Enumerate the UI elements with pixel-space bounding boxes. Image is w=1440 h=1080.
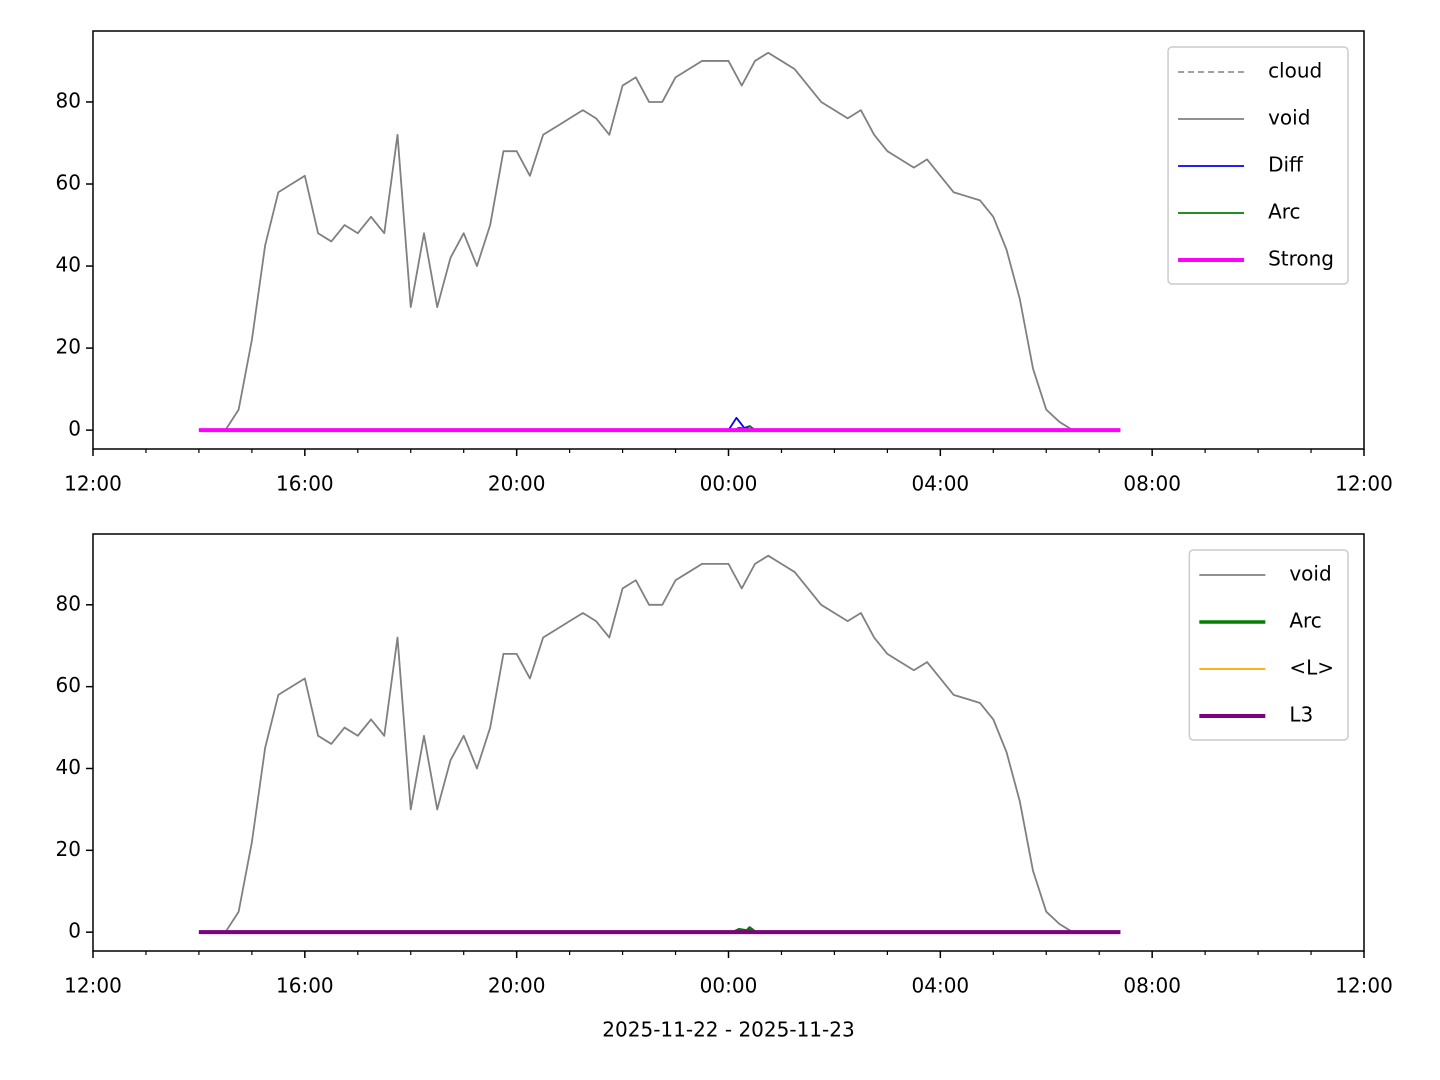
subplot: 0 20 40 60 80 12:00 16:00 20:00 00:00 04:00 08:00 1…: [56, 533, 1393, 1042]
x-tick-label: 12:00: [64, 472, 122, 496]
x-tick-label: 16:00: [276, 974, 334, 998]
legend-frame: [1188, 549, 1349, 741]
y-tick-label: 0: [68, 417, 81, 441]
y-tick-label: 60: [56, 673, 81, 697]
legend-label: Arc: [1268, 200, 1300, 224]
y-tick-label: 60: [56, 171, 81, 195]
y-tick-label: 40: [56, 253, 81, 277]
legend: void Arc <L> L3: [1188, 549, 1349, 741]
legend-label: Diff: [1268, 153, 1304, 177]
y-tick-label: 20: [56, 335, 81, 359]
y-tick-label: 20: [56, 837, 81, 861]
x-tick-label: 12:00: [64, 974, 122, 998]
x-tick-label: 20:00: [488, 472, 546, 496]
y-tick-label: 80: [56, 591, 81, 615]
legend-label: Arc: [1289, 609, 1321, 633]
legend-label: L3: [1289, 703, 1313, 727]
legend-label: Strong: [1268, 247, 1334, 271]
y-tick-label: 80: [56, 88, 81, 112]
axes-frame: [92, 533, 1365, 952]
legend-frame: [1167, 46, 1349, 285]
x-tick-label: 20:00: [488, 974, 546, 998]
series-line: [198, 51, 1121, 432]
y-tick-label: 0: [68, 919, 81, 943]
x-tick-label: 04:00: [912, 974, 970, 998]
axes-frame: [92, 30, 1365, 450]
x-tick-label: 12:00: [1335, 472, 1393, 496]
x-tick-label: 08:00: [1123, 472, 1181, 496]
subplot: 0 20 40 60 80 12:00 16:00 20:00 00:00 04:00 08:00 1…: [56, 30, 1393, 496]
x-tick-label: 00:00: [700, 974, 758, 998]
y-tick-label: 40: [56, 755, 81, 779]
x-tick-label: 00:00: [700, 472, 758, 496]
series-line: [198, 554, 1121, 934]
legend-label: <L>: [1289, 656, 1334, 680]
legend-label: cloud: [1268, 59, 1322, 83]
legend: cloud void Diff Arc Strong: [1167, 46, 1349, 285]
legend-label: void: [1268, 106, 1310, 130]
x-tick-label: 16:00: [276, 472, 334, 496]
x-tick-label: 08:00: [1123, 974, 1181, 998]
x-tick-label: 12:00: [1335, 974, 1393, 998]
x-tick-label: 04:00: [912, 472, 970, 496]
legend-label: void: [1289, 562, 1331, 586]
x-axis-label: 2025-11-22 - 2025-11-23: [602, 1018, 854, 1042]
